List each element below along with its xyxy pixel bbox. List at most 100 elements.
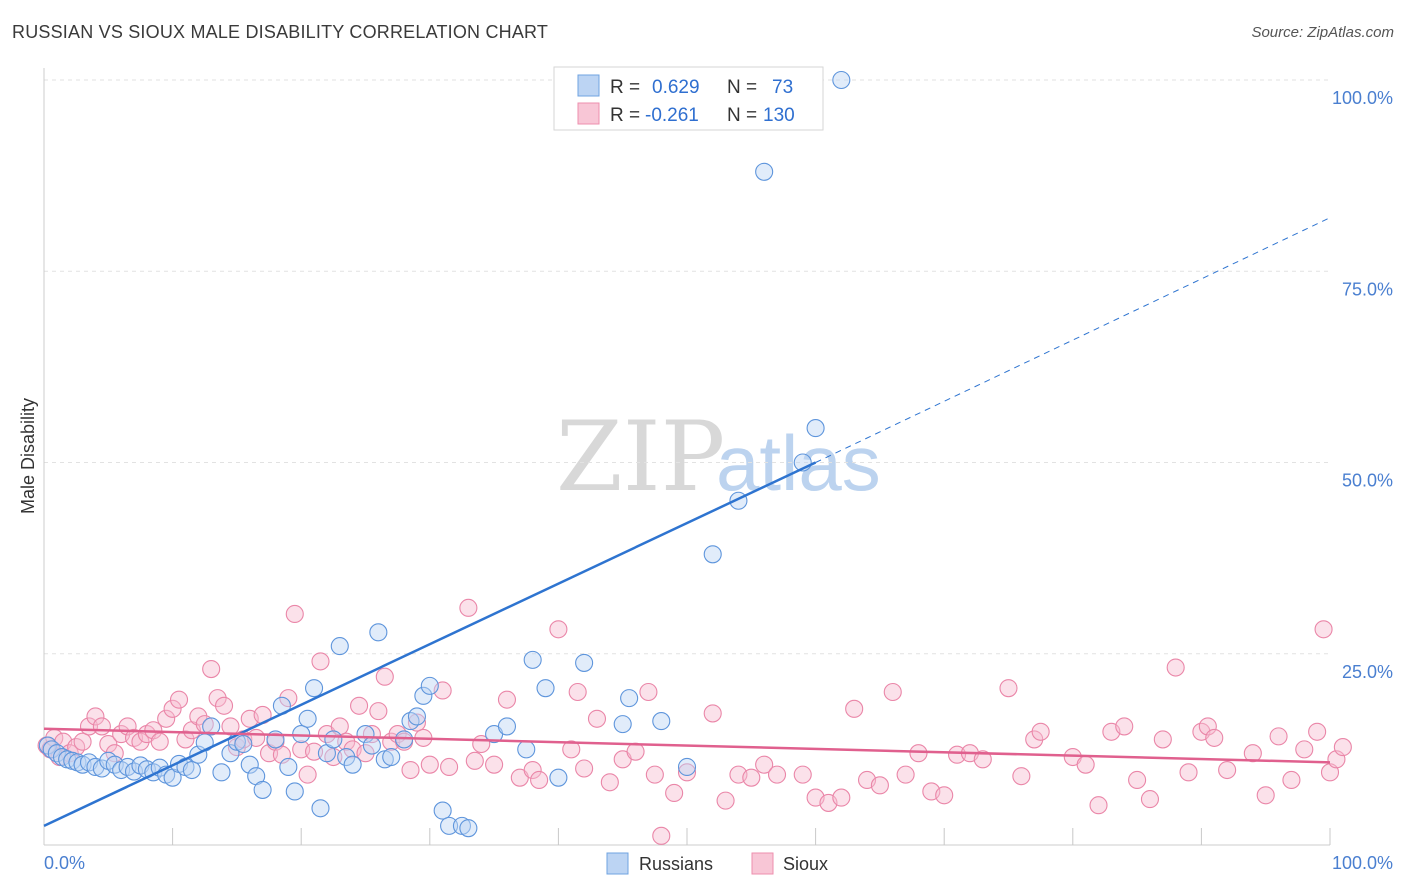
sioux-point bbox=[677, 763, 697, 782]
russian-point bbox=[497, 717, 517, 736]
sioux-point bbox=[549, 620, 568, 639]
russian-point bbox=[212, 763, 231, 782]
sioux-point bbox=[214, 696, 234, 715]
sioux-point bbox=[1089, 796, 1108, 815]
russian-point bbox=[202, 717, 221, 736]
sioux-point bbox=[639, 682, 658, 702]
russian-point bbox=[549, 768, 568, 787]
sioux-point bbox=[208, 689, 227, 708]
sioux-point bbox=[1115, 717, 1134, 736]
russian-point bbox=[305, 679, 324, 698]
sioux-point bbox=[86, 707, 105, 726]
sioux-point bbox=[1243, 744, 1262, 763]
sioux-point bbox=[1153, 730, 1172, 749]
sioux-point bbox=[767, 765, 787, 784]
sioux-point bbox=[298, 765, 317, 784]
sioux-point bbox=[407, 713, 426, 732]
sioux-point bbox=[1076, 755, 1095, 774]
x-tick-min: 0.0% bbox=[44, 853, 85, 873]
russian-point bbox=[433, 801, 452, 820]
y-axis-label: Male Disability bbox=[18, 398, 38, 514]
y-tick-label-25: 25.0% bbox=[1342, 662, 1393, 682]
sioux-point bbox=[420, 755, 439, 774]
sioux-point bbox=[459, 598, 478, 617]
sioux-point bbox=[131, 732, 150, 751]
y-tick-label-75: 75.0% bbox=[1342, 279, 1393, 299]
source-label: Source: ZipAtlas.com bbox=[1251, 24, 1394, 41]
sioux-point bbox=[645, 765, 664, 784]
russian-points bbox=[38, 70, 851, 838]
russian-point bbox=[575, 653, 594, 672]
sioux-point bbox=[369, 702, 388, 721]
russian-point bbox=[420, 676, 439, 695]
watermark-zip: ZIP bbox=[556, 401, 725, 513]
sioux-point bbox=[1025, 730, 1044, 749]
legend-r-label-1: R = bbox=[610, 77, 640, 98]
sioux-point bbox=[157, 709, 176, 728]
russian-point bbox=[536, 679, 555, 698]
sioux-point bbox=[1314, 620, 1333, 639]
sioux-point bbox=[973, 750, 992, 769]
sioux-point bbox=[440, 757, 459, 777]
russian-point bbox=[324, 730, 343, 749]
russian-point bbox=[279, 757, 298, 777]
sioux-point bbox=[356, 744, 375, 763]
sioux-point bbox=[626, 742, 645, 761]
legend-n-label-1: N = bbox=[727, 77, 757, 98]
sioux-point bbox=[465, 751, 484, 770]
sioux-point bbox=[523, 760, 542, 780]
sioux-point bbox=[1031, 722, 1050, 741]
sioux-point bbox=[375, 667, 394, 686]
russian-point bbox=[285, 782, 304, 801]
sioux-point bbox=[1198, 717, 1217, 736]
russian-point bbox=[253, 780, 272, 799]
sioux-point bbox=[1205, 728, 1224, 747]
legend-n-value-1: 73 bbox=[772, 77, 793, 98]
sioux-point bbox=[568, 682, 587, 702]
russian-point bbox=[382, 747, 401, 767]
sioux-point bbox=[600, 773, 619, 792]
sioux-point bbox=[311, 652, 330, 671]
bottom-legend: Russians Sioux bbox=[606, 852, 828, 875]
legend-box: R = 0.629 N = 73 R = -0.261 N = 130 bbox=[553, 66, 824, 131]
sioux-point bbox=[1140, 790, 1160, 809]
sioux-point bbox=[1333, 738, 1352, 757]
sioux-point bbox=[1179, 763, 1198, 782]
legend-r-value-1: 0.629 bbox=[652, 77, 700, 98]
sioux-point bbox=[92, 717, 111, 736]
russian-point bbox=[298, 709, 317, 728]
sioux-point bbox=[73, 732, 92, 751]
sioux-point bbox=[202, 659, 221, 679]
legend-swatch-sioux bbox=[577, 102, 600, 125]
sioux-point bbox=[999, 679, 1018, 698]
sioux-point bbox=[716, 791, 735, 810]
y-tick-labels: 100.0% 75.0% 50.0% 25.0% bbox=[1332, 88, 1393, 682]
russian-point bbox=[369, 623, 388, 642]
legend-swatch-russians bbox=[577, 74, 600, 97]
sioux-point bbox=[279, 689, 298, 708]
sioux-point bbox=[1166, 658, 1185, 677]
x-axis-ticks bbox=[172, 828, 1331, 845]
bottom-legend-sioux: Sioux bbox=[783, 854, 828, 874]
legend-r-value-2: -0.261 bbox=[645, 105, 699, 126]
sioux-point bbox=[1128, 770, 1147, 790]
sioux-point bbox=[1282, 770, 1301, 790]
russian-point bbox=[362, 736, 381, 755]
sioux-point bbox=[401, 760, 420, 780]
y-tick-label-100: 100.0% bbox=[1332, 88, 1393, 108]
sioux-point bbox=[497, 690, 517, 709]
sioux-point bbox=[575, 759, 594, 778]
sioux-point bbox=[755, 755, 774, 774]
russian-point bbox=[401, 712, 420, 731]
sioux-point bbox=[1256, 786, 1275, 805]
sioux-point bbox=[350, 696, 369, 715]
russian-point bbox=[652, 712, 671, 731]
sioux-point bbox=[169, 690, 189, 709]
legend-n-label-2: N = bbox=[727, 105, 757, 126]
russian-point bbox=[440, 816, 459, 835]
sioux-point bbox=[793, 765, 812, 784]
bottom-legend-swatch-sioux bbox=[751, 852, 774, 875]
sioux-point bbox=[189, 707, 208, 726]
russian-point bbox=[414, 686, 433, 705]
